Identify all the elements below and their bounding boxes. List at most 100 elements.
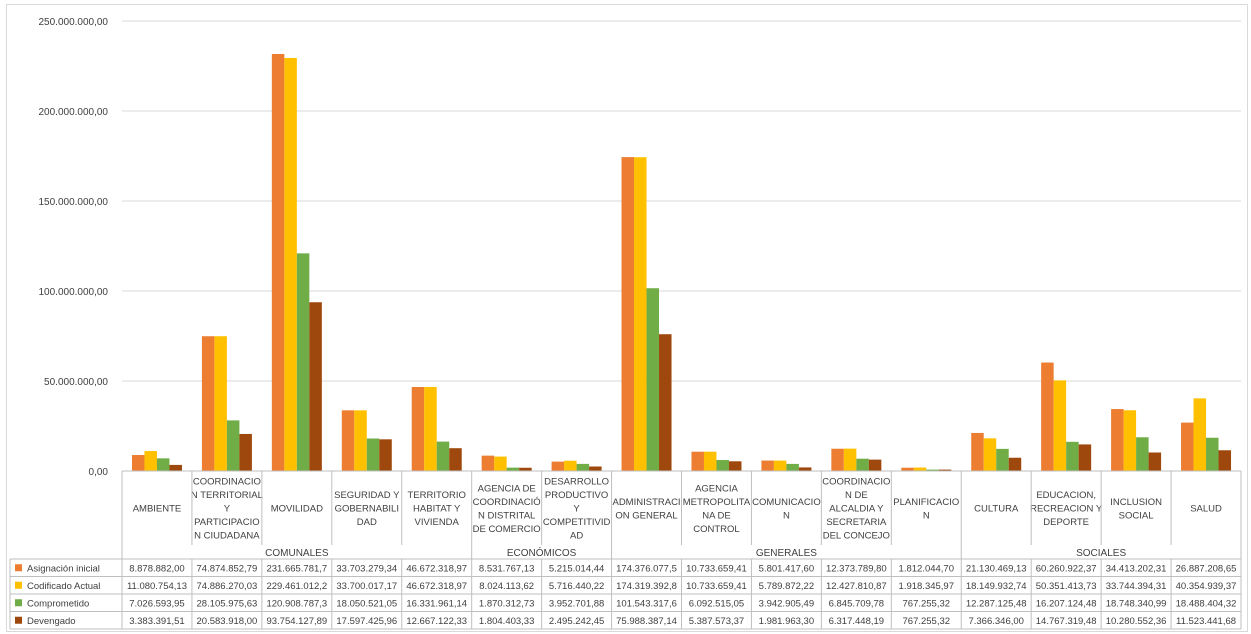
bar [1053,380,1067,471]
bar [271,54,285,472]
category-label: AMBIENTE [133,504,182,515]
category-label: DEL CONCEJO [823,531,890,542]
category-label: COORDINACIÓ [473,497,541,508]
data-label: 20.583.918,00 [197,616,258,627]
data-label: 40.354.939,37 [1176,581,1237,592]
category-label: SALUD [1190,504,1222,515]
bar [659,334,672,471]
data-label: 7.026.593,95 [129,598,184,609]
data-label: 101.543.317,6 [616,598,677,609]
bar [481,455,495,471]
bar [901,467,914,471]
data-label: 5.789.872,22 [759,581,814,592]
group-label: ECONÓMICOS [507,546,577,559]
data-label: 11.523.441,68 [1176,616,1236,627]
bar [201,336,215,471]
bar [728,461,742,471]
data-label: 7.366.346,00 [968,616,1023,627]
data-label: 12.427.810,87 [826,581,887,592]
bar [494,456,507,471]
bar [239,433,252,471]
data-label: 3.942.905,49 [759,598,814,609]
data-label: 11.080.754,13 [127,581,187,592]
data-label: 34.413.202,31 [1106,563,1167,574]
data-label: 46.672.318,97 [406,563,467,574]
legend-key [15,599,22,607]
data-label: 74.886.270,03 [197,581,258,592]
bar [1136,437,1149,471]
y-tick-label: 150.000.000,00 [38,197,108,208]
category-label: METROPOLITA [683,497,751,508]
bar [1193,398,1207,471]
bar [366,438,380,471]
data-label: 5.387.573,37 [689,616,744,627]
category-label: PARTICIPACIO [194,517,259,528]
category-label: GOBERNABILI [335,504,399,515]
data-label: 5.215.014,44 [549,563,604,574]
category-label: N [923,510,930,521]
bar [646,288,660,471]
data-label: 1.804.403,33 [479,616,534,627]
category-label: N DE [845,490,868,501]
data-label: 6.092.515,05 [689,598,744,609]
data-label: 93.754.127,89 [266,616,327,627]
series-name: Comprometido [27,598,89,609]
bar [576,463,590,471]
data-label: 1.812.044,70 [899,563,954,574]
category-label: COMPETITIVID [543,517,611,528]
bar [424,386,437,471]
y-tick-label: 100.000.000,00 [38,287,108,298]
data-label: 229.461.012,2 [266,581,327,592]
bar [1206,437,1219,471]
bar [156,458,170,471]
category-label: N CIUDADANA [194,531,260,542]
data-label: 46.672.318,97 [406,581,467,592]
bar [1181,422,1194,471]
data-label: 16.207.124,48 [1036,598,1097,609]
bar [1123,410,1137,471]
bar [983,438,997,471]
data-label: 174.319.392,8 [616,581,677,592]
data-label: 10.733.659,41 [686,581,747,592]
data-label: 5.801.417,60 [759,563,814,574]
data-label: 18.149.932,74 [966,581,1027,592]
group-label: GENERALES [756,548,817,559]
data-label: 18.748.340,99 [1106,598,1167,609]
category-label: SEGURIDAD Y [334,490,400,501]
data-label: 60.260.922,37 [1036,563,1097,574]
y-tick-label: 0,00 [89,467,109,478]
category-label: COMUNICACIO [752,497,821,508]
category-label: HABITAT Y [413,504,461,515]
category-label: SECRETARIA [826,517,887,528]
y-tick-label: 50.000.000,00 [44,377,108,388]
legend-key [15,564,22,572]
data-label: 8.531.767,13 [479,563,534,574]
bar [309,302,322,471]
data-label: 8.024.113,62 [479,581,534,592]
category-label: AD [570,531,583,542]
data-label: 18.050.521,05 [336,598,397,609]
data-label: 5.716.440,22 [549,581,604,592]
bar [506,467,520,471]
category-label: SOCIAL [1119,510,1154,521]
data-label: 231.665.781,7 [266,563,327,574]
data-label: 2.495.242,45 [549,616,604,627]
bar [996,448,1009,471]
group-label: COMUNALES [265,548,329,559]
data-label: 174.376.077,5 [616,563,677,574]
category-label: ALCALDIA Y [829,504,884,515]
series-name: Asignación inicial [27,563,100,574]
category-label: ADMINISTRACI [612,497,680,508]
category-label: INCLUSION [1110,497,1162,508]
bar [1041,362,1054,471]
data-label: 6.845.709,78 [829,598,884,609]
category-label: N DISTRITAL [478,510,535,521]
legend-key [15,616,22,624]
category-label: Y [224,504,231,515]
data-label: 3.383.391,51 [129,616,184,627]
data-label: 767.255,32 [903,598,951,609]
bar [436,441,450,471]
category-label: COORDINACIO [193,477,261,488]
data-label: 3.952.701,88 [549,598,604,609]
